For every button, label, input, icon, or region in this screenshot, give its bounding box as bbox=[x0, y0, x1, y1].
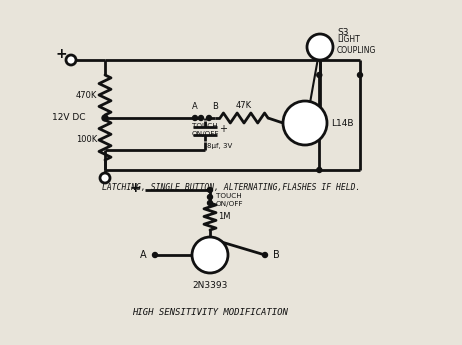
Circle shape bbox=[152, 253, 158, 257]
Circle shape bbox=[207, 195, 213, 199]
Text: 100K: 100K bbox=[76, 135, 97, 144]
Circle shape bbox=[199, 116, 203, 120]
Circle shape bbox=[100, 173, 110, 183]
Circle shape bbox=[207, 187, 213, 193]
Circle shape bbox=[207, 200, 213, 206]
Text: B: B bbox=[273, 250, 280, 260]
Text: TOUCH
ON/OFF: TOUCH ON/OFF bbox=[216, 193, 243, 207]
Text: TOUCH
ON/OFF: TOUCH ON/OFF bbox=[191, 123, 219, 137]
Circle shape bbox=[283, 101, 327, 145]
Circle shape bbox=[262, 253, 267, 257]
Text: 1M: 1M bbox=[218, 212, 231, 221]
Circle shape bbox=[192, 237, 228, 273]
Text: HIGH SENSITIVITY MODIFICATION: HIGH SENSITIVITY MODIFICATION bbox=[132, 308, 288, 317]
Text: 470K: 470K bbox=[76, 90, 97, 99]
Circle shape bbox=[193, 116, 197, 120]
Text: Q₂: Q₂ bbox=[214, 242, 225, 251]
Text: +: + bbox=[55, 47, 67, 61]
Text: LIGHT
COUPLING: LIGHT COUPLING bbox=[337, 35, 377, 55]
Text: 8μf, 3V: 8μf, 3V bbox=[207, 143, 232, 149]
Circle shape bbox=[102, 115, 108, 121]
Text: A: A bbox=[140, 250, 147, 260]
Text: B: B bbox=[212, 102, 218, 111]
Circle shape bbox=[358, 72, 363, 78]
Circle shape bbox=[307, 34, 333, 60]
Text: 47K: 47K bbox=[236, 101, 252, 110]
Text: S3: S3 bbox=[337, 28, 348, 37]
Circle shape bbox=[317, 168, 322, 172]
Text: 2N3393: 2N3393 bbox=[192, 281, 228, 290]
Text: L14B: L14B bbox=[331, 118, 353, 128]
Circle shape bbox=[317, 72, 322, 78]
Circle shape bbox=[66, 55, 76, 65]
Text: LATCHING, SINGLE BUTTON, ALTERNATING,FLASHES IF HELD.: LATCHING, SINGLE BUTTON, ALTERNATING,FLA… bbox=[102, 183, 360, 192]
Text: 12V DC: 12V DC bbox=[51, 113, 85, 122]
Circle shape bbox=[207, 116, 212, 120]
Text: +: + bbox=[129, 181, 141, 195]
Text: +: + bbox=[219, 124, 227, 134]
Text: A: A bbox=[192, 102, 198, 111]
